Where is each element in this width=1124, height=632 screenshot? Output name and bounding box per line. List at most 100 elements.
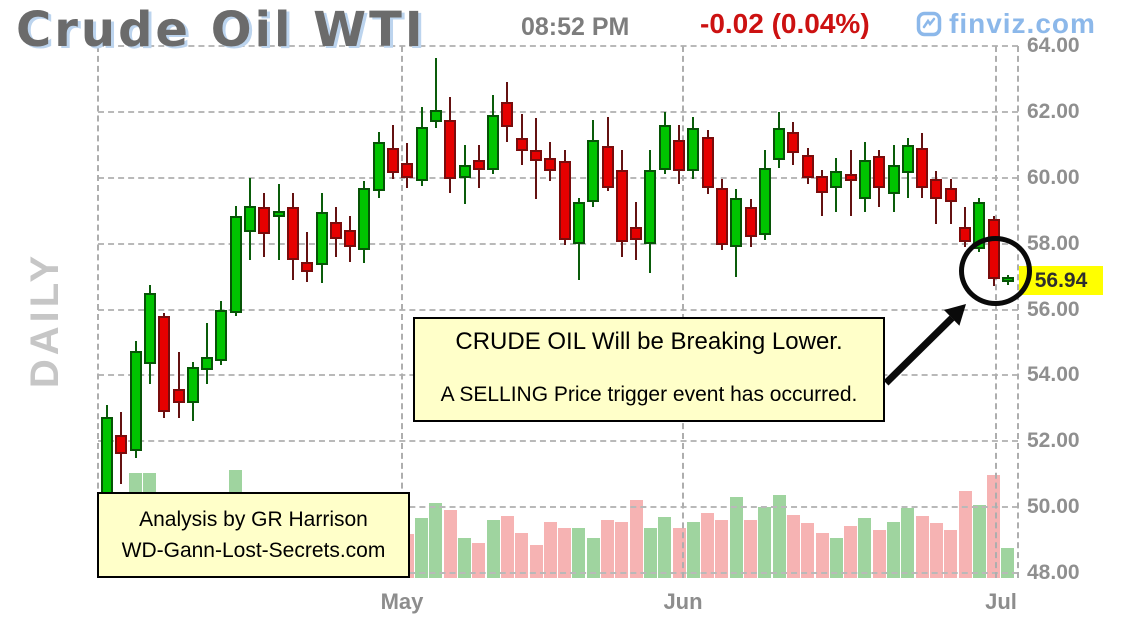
finviz-brand[interactable]: finviz.com: [916, 8, 1096, 40]
candle-body: [401, 162, 414, 178]
candle-body: [944, 187, 957, 203]
volume-bar: [429, 503, 443, 578]
candle-body: [387, 148, 399, 173]
volume-bar: [744, 520, 757, 578]
volume-bar: [901, 508, 915, 578]
candle-body: [329, 222, 342, 239]
candle-body: [930, 179, 943, 200]
h-gridline: [98, 572, 1018, 574]
candle-body: [558, 161, 571, 241]
x-axis-label: May: [380, 589, 424, 614]
volume-bar: [486, 520, 500, 578]
h-gridline: [98, 242, 1018, 245]
h-gridline: [98, 440, 1018, 443]
candle-body: [844, 174, 857, 182]
candle-body: [858, 159, 871, 200]
volume-bar: [529, 545, 543, 578]
page-title: Crude Oil WTI: [16, 2, 426, 58]
callout-box: CRUDE OIL Will be Breaking Lower. A SELL…: [413, 317, 885, 422]
volume-bar: [887, 522, 900, 578]
volume-bar: [658, 517, 672, 578]
circle-annotation: [959, 236, 1032, 306]
y-axis-label: 50.00: [1027, 495, 1080, 519]
candle-body: [916, 148, 929, 188]
y-axis-label: 56.00: [1027, 297, 1080, 321]
volume-bar: [844, 526, 858, 578]
volume-bar: [815, 533, 829, 578]
volume-bar: [801, 523, 815, 578]
candle-body: [172, 388, 185, 404]
volume-bar: [686, 522, 700, 578]
candle-body: [158, 316, 171, 412]
candle-body: [444, 120, 457, 180]
volume-bar: [786, 515, 800, 578]
finviz-brand-label: finviz.com: [949, 8, 1096, 39]
volume-bar: [829, 538, 843, 578]
candle-body: [701, 136, 714, 188]
volume-bar: [601, 520, 614, 578]
candle-body: [301, 261, 314, 272]
candle-body: [544, 157, 557, 172]
candle-body: [572, 202, 585, 244]
candle-body: [472, 159, 485, 170]
volume-bar: [472, 543, 486, 578]
candle-body: [501, 101, 514, 127]
candle-body: [658, 125, 671, 170]
candle-body: [344, 230, 357, 247]
volume-bar: [958, 491, 972, 578]
candle-body: [372, 141, 385, 191]
candle-body: [887, 164, 900, 195]
volume-bar: [443, 510, 457, 578]
credit-box: Analysis by GR Harrison WD-Gann-Lost-Sec…: [97, 492, 410, 578]
candle-body: [530, 149, 542, 162]
quote-time: 08:52 PM: [521, 13, 630, 41]
h-gridline: [98, 308, 1018, 311]
v-gridline: [401, 46, 403, 578]
volume-bar: [858, 518, 872, 578]
candle-body: [644, 169, 657, 244]
candle-body: [601, 146, 614, 188]
volume-bar: [500, 516, 514, 578]
y-axis-label: 64.00: [1027, 34, 1080, 57]
x-axis-label: Jul: [985, 589, 1017, 614]
candle-body: [715, 187, 728, 246]
candle-body: [830, 171, 843, 188]
candle-body: [801, 154, 814, 178]
candle-body: [787, 131, 800, 154]
volume-bar: [415, 518, 429, 578]
volume-bar: [572, 528, 586, 578]
y-axis-label: 52.00: [1027, 429, 1080, 453]
timeframe-label: DAILY: [23, 251, 67, 389]
candle-body: [487, 115, 500, 170]
candle-wick: [964, 207, 966, 247]
candle-body: [115, 434, 128, 455]
candle-body: [272, 210, 285, 218]
v-gridline: [97, 46, 99, 578]
volume-bar: [701, 513, 715, 578]
volume-bar: [715, 520, 729, 578]
volume-bar: [944, 530, 958, 578]
finviz-logo-icon: [916, 11, 942, 37]
candle-body: [744, 207, 757, 238]
volume-bar: [458, 538, 471, 578]
volume-bar: [987, 475, 1001, 578]
candle-body: [730, 197, 743, 247]
candle-body: [901, 144, 914, 173]
price-change: -0.02 (0.04%): [700, 8, 870, 39]
h-gridline: [98, 506, 1018, 509]
y-axis-label: 62.00: [1027, 99, 1080, 123]
candle-body: [429, 110, 442, 122]
y-axis-label: 54.00: [1027, 363, 1080, 387]
candle-body: [773, 128, 786, 160]
volume-bar: [643, 528, 657, 578]
volume-bar: [515, 533, 529, 578]
candle-body: [244, 205, 256, 233]
candle-body: [415, 126, 428, 182]
candle-body: [229, 215, 242, 313]
volume-bar: [629, 500, 643, 578]
candle-wick: [849, 149, 852, 216]
volume-bar: [729, 497, 743, 578]
x-axis-label: Jun: [663, 589, 703, 614]
y-axis-label: 58.00: [1027, 231, 1080, 255]
